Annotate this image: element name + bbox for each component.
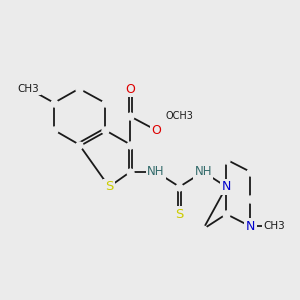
Text: N: N <box>222 180 231 193</box>
Text: O: O <box>125 83 135 96</box>
Text: O: O <box>151 124 161 136</box>
Text: N: N <box>246 220 255 233</box>
Text: CH3: CH3 <box>18 84 40 94</box>
Text: OCH3: OCH3 <box>166 112 194 122</box>
Text: CH3: CH3 <box>263 221 285 231</box>
Text: S: S <box>175 208 184 220</box>
Text: NH: NH <box>147 165 165 178</box>
Text: NH: NH <box>194 165 212 178</box>
Text: S: S <box>105 180 113 193</box>
